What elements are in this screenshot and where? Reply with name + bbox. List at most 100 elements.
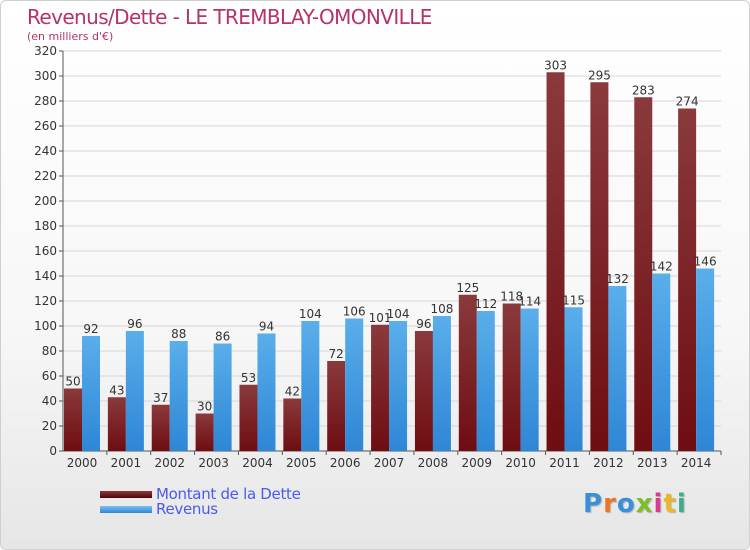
- legend-label-revenue: Revenus: [156, 500, 218, 518]
- revenue-bar: [169, 341, 188, 451]
- revenue-bar: [520, 308, 539, 451]
- x-tick-label: 2001: [111, 456, 142, 470]
- revenue-bar: [301, 321, 320, 451]
- debt-bar: [678, 108, 697, 451]
- debt-value-label: 42: [285, 385, 300, 399]
- x-tick-label: 2004: [242, 456, 273, 470]
- debt-value-label: 118: [500, 290, 523, 304]
- y-tick-label: 240: [34, 144, 57, 158]
- x-tick-label: 2000: [67, 456, 98, 470]
- logo-letter: o: [616, 489, 636, 519]
- y-tick-label: 80: [42, 344, 57, 358]
- revenue-bar: [125, 331, 144, 451]
- revenue-bar: [652, 273, 671, 451]
- revenue-bar: [432, 316, 451, 451]
- logo-letter: r: [603, 489, 617, 519]
- debt-bar: [371, 324, 390, 451]
- debt-bar: [107, 397, 126, 451]
- revenue-value-label: 94: [259, 320, 274, 334]
- x-tick-label: 2008: [418, 456, 449, 470]
- x-tick-label: 2013: [637, 456, 668, 470]
- debt-value-label: 53: [241, 371, 256, 385]
- debt-value-label: 37: [153, 391, 168, 405]
- y-tick-label: 300: [34, 69, 57, 83]
- logo-letter: P: [583, 489, 604, 519]
- debt-bar: [327, 361, 346, 451]
- debt-bar: [195, 413, 214, 451]
- legend-label-debt: Montant de la Dette: [156, 485, 301, 503]
- revenue-bar: [608, 286, 627, 451]
- y-tick-label: 160: [34, 244, 57, 258]
- x-tick-label: 2012: [593, 456, 624, 470]
- debt-bar: [546, 72, 565, 451]
- revenue-value-label: 132: [606, 272, 629, 286]
- revenue-value-label: 115: [562, 293, 585, 307]
- logo-letter: i: [676, 489, 687, 519]
- debt-bar: [502, 303, 521, 451]
- revenue-bar: [257, 333, 276, 451]
- chart-subtitle: (en milliers d'€): [27, 30, 114, 43]
- y-tick-label: 280: [34, 94, 57, 108]
- y-tick-label: 100: [34, 319, 57, 333]
- logo-letter: t: [663, 489, 677, 519]
- debt-value-label: 96: [416, 317, 431, 331]
- revenue-value-label: 112: [474, 297, 497, 311]
- revenue-bar: [696, 268, 715, 451]
- y-tick-label: 0: [49, 444, 57, 458]
- revenue-bar: [564, 307, 583, 451]
- revenue-value-label: 146: [694, 255, 717, 269]
- revenue-value-label: 106: [343, 305, 366, 319]
- revenue-value-label: 96: [127, 317, 142, 331]
- x-tick-label: 2003: [198, 456, 229, 470]
- y-tick-label: 260: [34, 119, 57, 133]
- debt-bar: [64, 388, 82, 451]
- debt-value-label: 295: [588, 68, 611, 82]
- x-tick-label: 2010: [505, 456, 536, 470]
- x-tick-label: 2005: [286, 456, 317, 470]
- y-tick-label: 20: [42, 419, 57, 433]
- debt-value-label: 125: [456, 281, 479, 295]
- y-tick-label: 40: [42, 394, 57, 408]
- x-tick-label: 2011: [549, 456, 580, 470]
- revenue-value-label: 86: [215, 330, 230, 344]
- revenue-value-label: 104: [299, 307, 322, 321]
- x-tick-label: 2014: [681, 456, 712, 470]
- debt-bar: [283, 398, 302, 451]
- debt-value-label: 303: [544, 58, 567, 72]
- revenue-bar: [389, 321, 408, 451]
- y-tick-label: 140: [34, 269, 57, 283]
- logo-letter: i: [653, 489, 664, 519]
- debt-value-label: 274: [676, 95, 699, 109]
- y-tick-label: 120: [34, 294, 57, 308]
- y-tick-label: 60: [42, 369, 57, 383]
- x-tick-label: 2009: [462, 456, 493, 470]
- revenue-bar: [476, 311, 495, 451]
- revenue-bar: [345, 318, 364, 451]
- revenue-value-label: 88: [171, 327, 186, 341]
- y-tick-label: 180: [34, 219, 57, 233]
- revenue-value-label: 114: [518, 295, 541, 309]
- revenue-value-label: 104: [387, 307, 410, 321]
- revenue-value-label: 142: [650, 260, 673, 274]
- y-tick-label: 320: [34, 44, 57, 58]
- chart-title: Revenus/Dette - LE TREMBLAY-OMONVILLE: [27, 5, 432, 29]
- legend-swatch-debt: [100, 491, 152, 498]
- debt-value-label: 72: [329, 347, 344, 361]
- debt-value-label: 283: [632, 83, 655, 97]
- x-tick-label: 2007: [374, 456, 405, 470]
- revenue-bar: [213, 343, 232, 451]
- debt-bar: [634, 97, 653, 451]
- debt-bar: [414, 331, 433, 451]
- debt-bar: [590, 82, 609, 451]
- x-tick-label: 2002: [154, 456, 185, 470]
- revenue-value-label: 92: [83, 322, 98, 336]
- revenue-bar: [82, 336, 100, 451]
- debt-value-label: 30: [197, 400, 212, 414]
- y-tick-label: 220: [34, 169, 57, 183]
- debt-value-label: 43: [109, 383, 124, 397]
- debt-bar: [151, 404, 170, 451]
- debt-bar: [239, 384, 258, 451]
- revenue-value-label: 108: [430, 302, 453, 316]
